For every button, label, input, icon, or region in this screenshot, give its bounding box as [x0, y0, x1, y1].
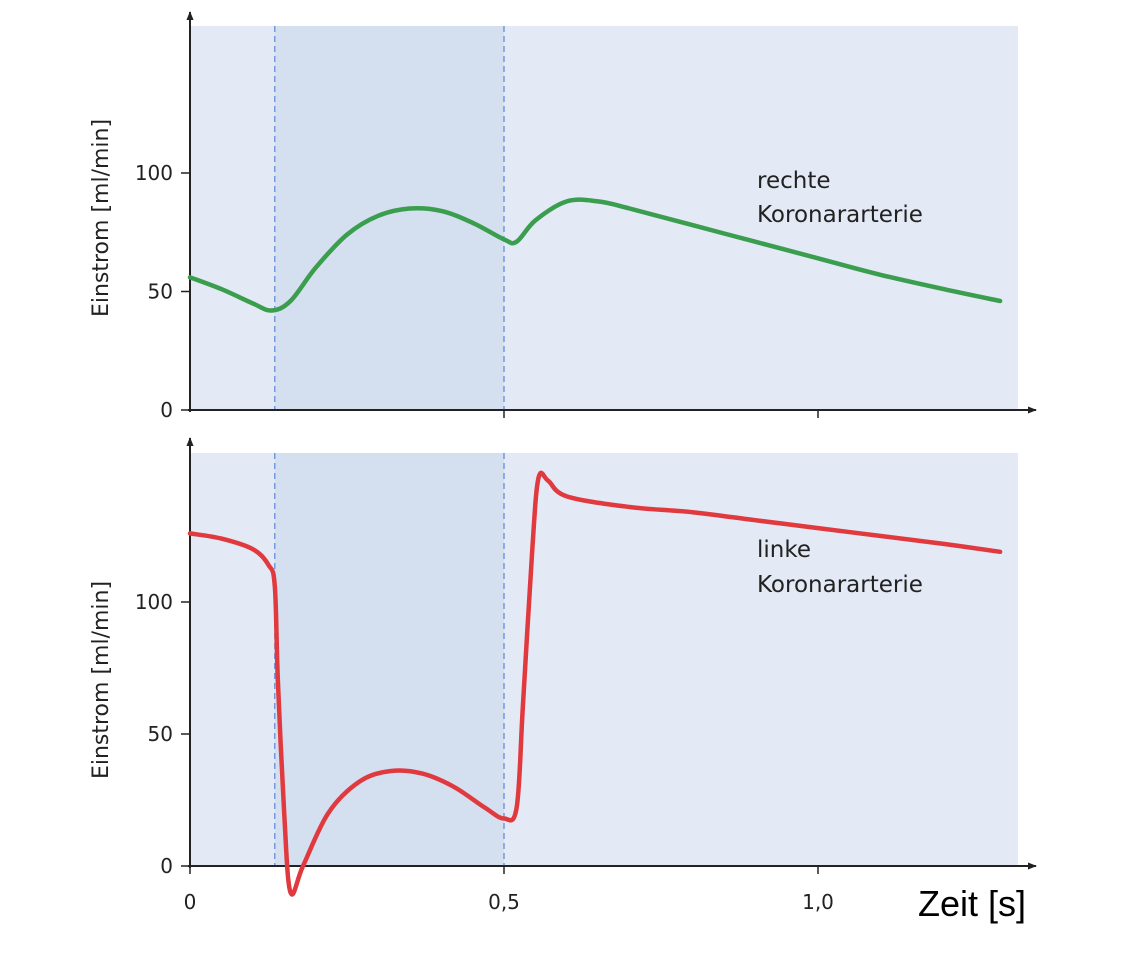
shaded-interval — [275, 453, 504, 866]
y-tick-label: 0 — [160, 854, 173, 878]
series-label-line-1: linke — [757, 537, 811, 563]
y-tick-label: 50 — [148, 280, 173, 304]
y-axis-label: Einstrom [ml/min] — [89, 581, 114, 779]
y-tick-label: 100 — [135, 590, 173, 614]
x-axis-label: Zeit [s] — [918, 883, 1026, 924]
x-tick-label: 0,5 — [488, 890, 520, 914]
y-tick-label: 0 — [160, 398, 173, 422]
y-ticks: 0 50 100 — [135, 590, 190, 878]
series-label-line-2: Koronararterie — [757, 202, 923, 228]
y-tick-label: 50 — [148, 722, 173, 746]
panel-left-coronary: 0 50 100 0 0,5 1,0 Einstrom [ml/min] linke K… — [89, 438, 1036, 924]
x-ticks: 0 0,5 1,0 — [184, 866, 834, 914]
x-tick-label: 0 — [184, 890, 197, 914]
series-label-line-1: rechte — [757, 168, 831, 194]
series-label-line-2: Koronararterie — [757, 572, 923, 598]
y-axis-label: Einstrom [ml/min] — [89, 119, 114, 317]
y-ticks: 0 50 100 — [135, 161, 190, 422]
panel-right-coronary: 0 50 100 Einstrom [ml/min] rechte Koronara… — [89, 12, 1036, 422]
shaded-interval — [275, 26, 504, 410]
x-tick-label: 1,0 — [802, 890, 834, 914]
x-ticks — [504, 410, 818, 418]
y-tick-label: 100 — [135, 161, 173, 185]
